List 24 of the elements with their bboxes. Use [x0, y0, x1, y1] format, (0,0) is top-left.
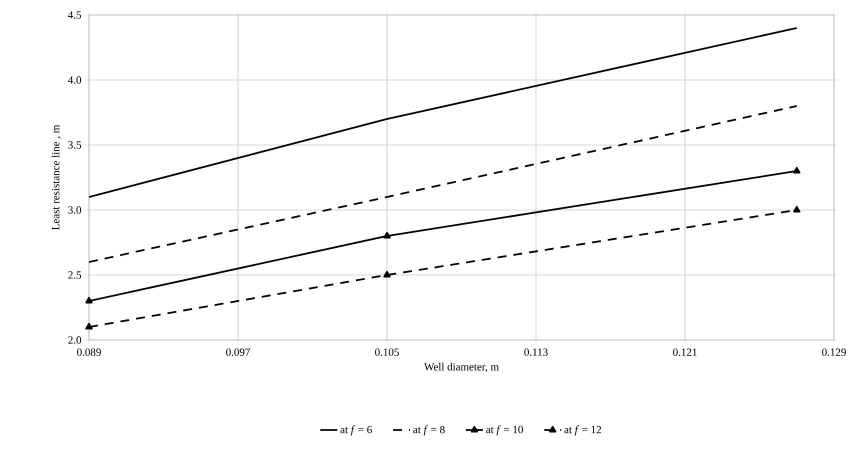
point — [383, 270, 391, 278]
x-tick-label: 0.089 — [77, 348, 101, 356]
y-tick-label: 2.0 — [68, 336, 82, 344]
legend-label: at f = 8 — [413, 425, 445, 436]
point — [383, 232, 391, 238]
y-tick-label: 2.5 — [68, 271, 82, 279]
y-tick-label: 4.0 — [68, 76, 82, 84]
x-tick-label: 0.113 — [524, 348, 548, 356]
x-axis-title: Well diameter, m — [424, 362, 499, 372]
y-tick-label: 4.5 — [68, 11, 82, 19]
legend-label: at f = 12 — [564, 425, 602, 436]
point — [793, 206, 800, 212]
point — [85, 322, 93, 330]
legend-label: at f = 6 — [340, 425, 372, 436]
x-tick-label: 0.097 — [226, 348, 250, 356]
x-tick-label: 0.129 — [822, 348, 846, 356]
x-tick-label: 0.121 — [673, 348, 697, 356]
point — [793, 166, 800, 174]
y-tick-label: 3.0 — [68, 206, 82, 214]
x-tick-label: 0.105 — [375, 348, 399, 356]
point — [85, 296, 93, 304]
y-tick-label: 3.5 — [68, 141, 82, 149]
legend-label: at f = 10 — [486, 425, 523, 436]
y-axis-title: Least resistance line , m — [52, 124, 61, 230]
